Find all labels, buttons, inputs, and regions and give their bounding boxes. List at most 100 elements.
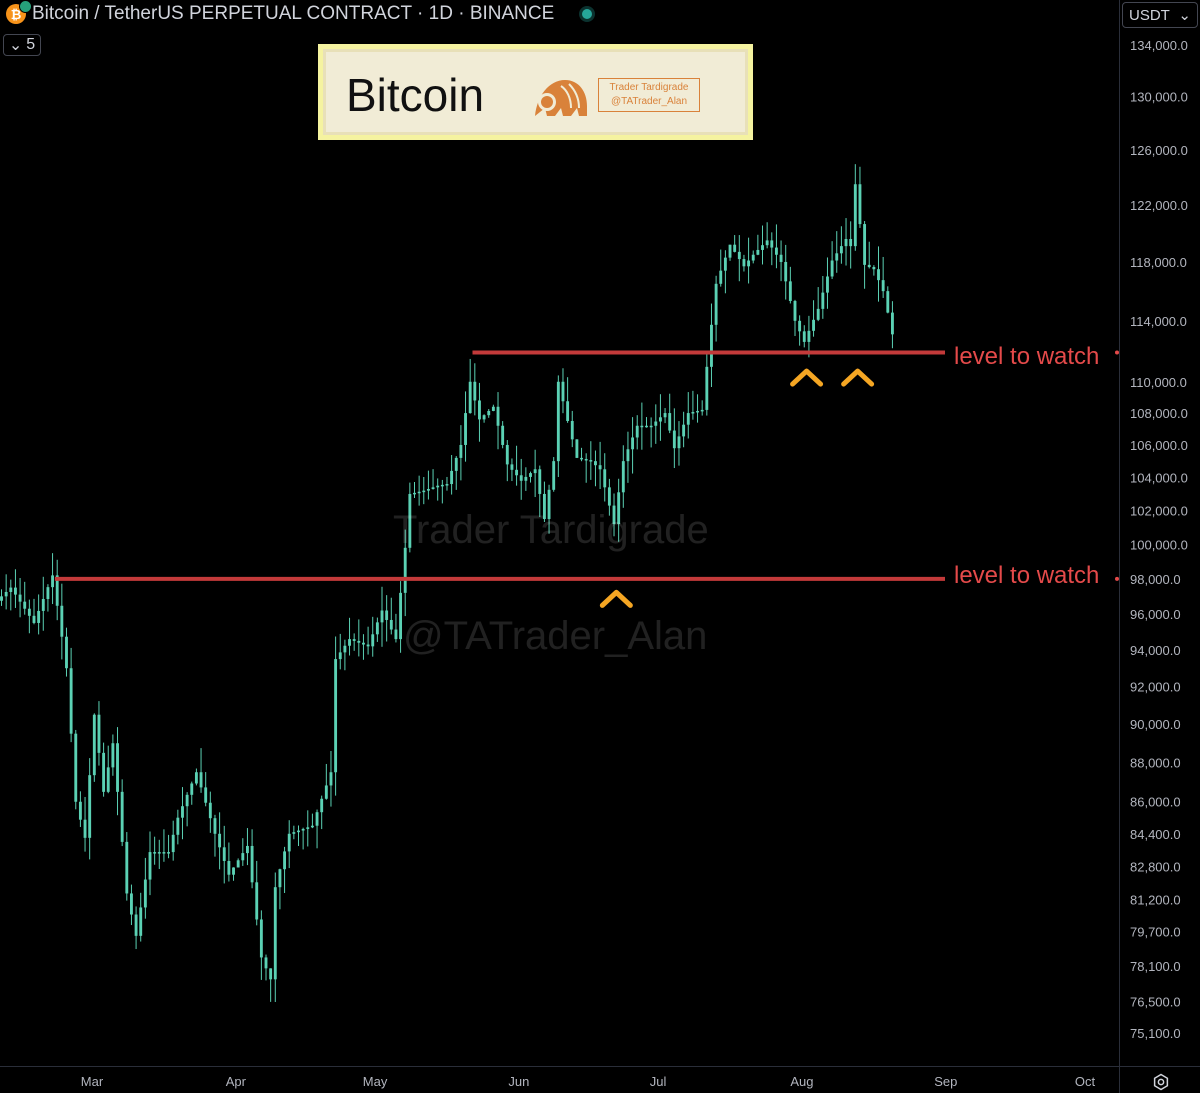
candle-body <box>232 867 235 875</box>
candle-body <box>227 860 231 875</box>
candle-body <box>106 767 110 792</box>
candle-body <box>515 469 519 476</box>
candle-body <box>464 413 467 445</box>
candle-body <box>524 476 528 481</box>
candle-body <box>816 308 820 320</box>
candle-body <box>9 587 13 592</box>
candle-body <box>440 484 444 487</box>
candle-body <box>881 280 885 292</box>
candle-body <box>570 420 574 440</box>
candle-body <box>375 622 379 635</box>
candle-body <box>324 785 328 799</box>
candles-layer <box>0 164 894 1002</box>
candle-body <box>32 615 36 623</box>
author-badge: Trader Tardigrade @TATrader_Alan <box>598 78 700 112</box>
candle-body <box>348 639 351 646</box>
y-tick-label: 78,100.0 <box>1130 959 1181 974</box>
candle-body <box>505 444 509 465</box>
candle-body <box>714 283 718 325</box>
price-axis-background <box>1119 0 1200 1093</box>
candle-body <box>236 860 240 868</box>
candle-body <box>41 599 45 611</box>
x-tick-label: Oct <box>1075 1074 1096 1089</box>
y-tick-label: 88,000.0 <box>1130 756 1181 771</box>
candle-body <box>751 254 755 261</box>
candle-body <box>264 957 268 969</box>
candle-body <box>607 487 611 506</box>
candle-body <box>338 652 342 660</box>
candle-body <box>547 489 551 519</box>
candle-body <box>853 184 857 247</box>
symbol-title[interactable]: Bitcoin / TetherUS PERPETUAL CONTRACT · … <box>32 3 555 24</box>
chevron-down-icon: ⌄ <box>8 37 23 54</box>
candle-body <box>774 247 778 255</box>
candle-body <box>162 852 166 854</box>
candle-body <box>246 845 249 854</box>
candle-body <box>742 259 746 267</box>
chart-header[interactable]: ₿ Bitcoin / TetherUS PERPETUAL CONTRACT … <box>6 0 593 25</box>
market-status-icon[interactable] <box>582 9 593 19</box>
y-tick-label: 106,000.0 <box>1130 438 1188 453</box>
candle-body <box>60 605 64 637</box>
candle-body <box>389 619 393 630</box>
candle-body <box>710 324 713 367</box>
currency-select[interactable]: USDT ⌄ <box>1122 2 1198 28</box>
candle-body <box>78 801 82 820</box>
candle-body <box>403 547 407 593</box>
candle-body <box>686 413 690 425</box>
candle-body <box>640 425 644 428</box>
candle-body <box>575 439 579 458</box>
y-tick-label: 108,000.0 <box>1130 406 1188 421</box>
level-dot <box>1115 350 1119 355</box>
candle-body <box>46 587 50 600</box>
x-tick-label: Aug <box>790 1074 813 1089</box>
candle-body <box>747 260 751 267</box>
candle-body <box>663 413 667 418</box>
candle-body <box>691 412 695 414</box>
candle-body <box>278 869 282 888</box>
y-tick-label: 79,700.0 <box>1130 925 1181 940</box>
candle-body <box>362 642 365 645</box>
chevron-up-icon <box>599 589 633 608</box>
candle-body <box>385 610 389 620</box>
candle-body <box>631 437 635 450</box>
candle-body <box>222 847 226 861</box>
y-tick-label: 130,000.0 <box>1130 90 1188 105</box>
candle-body <box>37 610 41 623</box>
candle-body <box>436 485 440 488</box>
candle-body <box>635 425 639 438</box>
y-tick-label: 96,000.0 <box>1130 607 1181 622</box>
candle-body <box>171 834 175 853</box>
candle-body <box>594 461 597 466</box>
candle-body <box>793 300 797 321</box>
candle-body <box>682 424 686 437</box>
x-tick-label: Jul <box>650 1074 667 1089</box>
candle-body <box>125 841 129 894</box>
candle-body <box>649 425 653 428</box>
settings-gear-icon[interactable] <box>1152 1073 1170 1091</box>
x-tick-label: May <box>363 1074 388 1089</box>
candle-body <box>529 473 532 477</box>
candle-body <box>287 833 291 852</box>
indicators-toggle-button[interactable]: ⌄ 5 <box>3 34 41 56</box>
candle-body <box>413 492 416 495</box>
candle-body <box>181 806 184 818</box>
candle-body <box>733 244 737 252</box>
candle-body <box>111 743 115 768</box>
candle-body <box>250 845 254 883</box>
candle-body <box>566 401 570 421</box>
y-tick-label: 90,000.0 <box>1130 717 1181 732</box>
candle-body <box>510 464 514 470</box>
candle-body <box>301 828 305 831</box>
candle-body <box>538 469 542 494</box>
candle-body <box>491 406 495 411</box>
candle-body <box>27 608 31 616</box>
candle-body <box>830 260 834 277</box>
bitcoin-icon: ₿ <box>6 0 32 24</box>
candle-body <box>204 787 208 803</box>
candle-body <box>255 882 259 920</box>
candle-body <box>269 968 273 980</box>
candle-body <box>478 400 481 420</box>
